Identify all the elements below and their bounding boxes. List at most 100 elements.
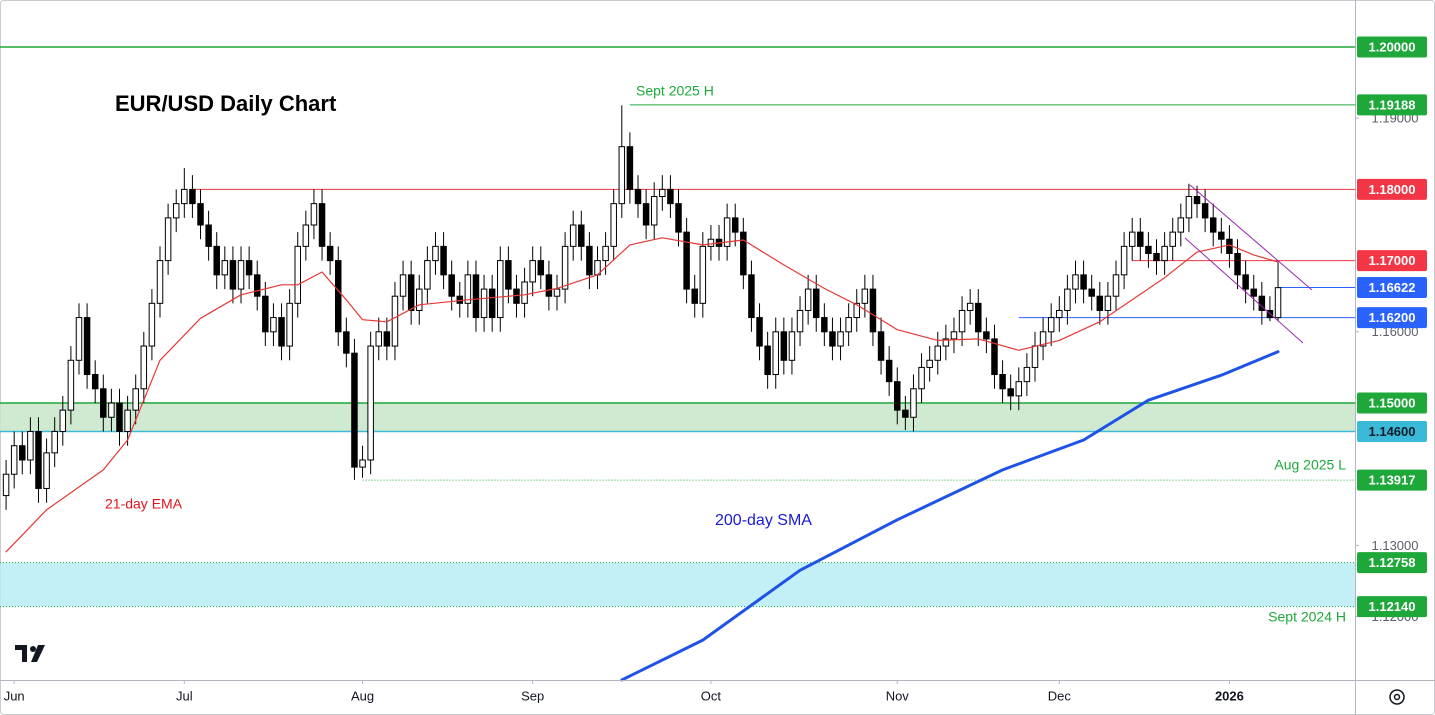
candle-body [334, 260, 342, 333]
candle-body [189, 188, 196, 205]
candle-body [2, 473, 10, 497]
candle-body [35, 430, 42, 489]
candle-body [869, 288, 877, 333]
candle-body [59, 409, 67, 432]
level-label-box [1357, 36, 1427, 58]
candle-body [1096, 295, 1104, 311]
candle-body [221, 260, 229, 276]
candle-body [326, 245, 334, 262]
candle-body [172, 203, 180, 219]
level-label: 1.15000 [1369, 395, 1416, 410]
candle-body [691, 288, 698, 304]
candle-body [772, 331, 779, 376]
series-label: 21-day EMA [105, 496, 183, 512]
level-label-box [1357, 392, 1427, 414]
candle-body [918, 366, 925, 390]
level-label: 1.17000 [1369, 253, 1416, 268]
candle-body [958, 309, 966, 333]
candle-body [699, 245, 707, 304]
candle-body [10, 445, 18, 475]
candle-body [764, 345, 771, 376]
candle-body [942, 338, 950, 347]
x-tick-label: Aug [351, 688, 374, 703]
candle-body [1023, 366, 1031, 383]
candle-body [270, 317, 277, 333]
candle-body [27, 430, 34, 461]
candle-body [448, 274, 455, 297]
candle-body [1137, 231, 1144, 247]
candle-body [667, 188, 674, 205]
candle-body [983, 331, 990, 340]
annotation: Aug 2025 L [1274, 457, 1346, 473]
candle-body [837, 331, 844, 347]
x-tick-label: Nov [886, 688, 910, 703]
candle-body [424, 260, 431, 290]
candle-body [756, 317, 763, 347]
candle-body [237, 260, 245, 290]
candle-body [213, 245, 220, 276]
candle-body [367, 345, 374, 461]
candle-body [529, 260, 536, 283]
candle-body [399, 274, 407, 297]
candle-body [1226, 238, 1233, 254]
candle-body [262, 295, 269, 333]
candle-body [1242, 274, 1249, 290]
candle-body [229, 260, 237, 290]
candle-body [829, 331, 836, 347]
candle-body [181, 188, 188, 205]
candle-body [634, 188, 642, 205]
level-label-box [1357, 94, 1427, 116]
candle-body [885, 359, 893, 383]
candle-body [642, 203, 650, 226]
candle-body [1112, 274, 1120, 297]
candle-body [1072, 274, 1079, 290]
candle-body [975, 302, 982, 333]
candle-body [1185, 196, 1193, 219]
candle-body [245, 260, 253, 276]
level-label-box [1357, 277, 1427, 299]
level-label-box [1357, 596, 1427, 618]
candle-body [116, 402, 123, 432]
candle-body [1007, 388, 1014, 397]
candle-body [91, 374, 99, 390]
candle-body [432, 245, 439, 262]
level-label-box [1357, 178, 1427, 200]
candle-body [788, 331, 796, 361]
level-label-box [1357, 307, 1427, 329]
level-label-box [1357, 552, 1427, 574]
level-label-box [1357, 469, 1427, 491]
candle-body [521, 281, 528, 304]
candle-body [877, 331, 885, 361]
candle-body [1039, 331, 1047, 347]
candle-body [1015, 381, 1023, 397]
candle-body [618, 146, 626, 205]
x-tick-label: Dec [1048, 688, 1072, 703]
level-label: 1.16200 [1369, 310, 1416, 325]
candle-body [318, 203, 326, 247]
candle-body [83, 317, 91, 376]
candle-body [1209, 217, 1217, 233]
candle-body [456, 295, 464, 304]
candle-body [286, 302, 293, 347]
candle-body [845, 317, 852, 333]
candle-body [51, 430, 58, 454]
level-label: 1.12758 [1369, 555, 1416, 570]
candle-body [488, 288, 496, 319]
candle-body [731, 217, 739, 233]
candle-body [1274, 287, 1282, 319]
level-label: 1.20000 [1369, 39, 1416, 54]
settings-icon[interactable] [1389, 689, 1405, 705]
candle-body [1031, 345, 1039, 368]
candle-body [416, 288, 423, 311]
candle-body [140, 345, 148, 390]
candle-body [853, 302, 860, 319]
candle-body [359, 459, 366, 468]
x-tick-label: 2026 [1215, 688, 1244, 703]
series-label: 200-day SMA [715, 512, 812, 529]
candle-body [586, 245, 593, 276]
level-label: 1.19188 [1369, 97, 1416, 112]
candle-body [1120, 245, 1128, 276]
candle-body [440, 245, 447, 276]
level-label-box [1357, 250, 1427, 272]
candle-body [748, 274, 755, 319]
